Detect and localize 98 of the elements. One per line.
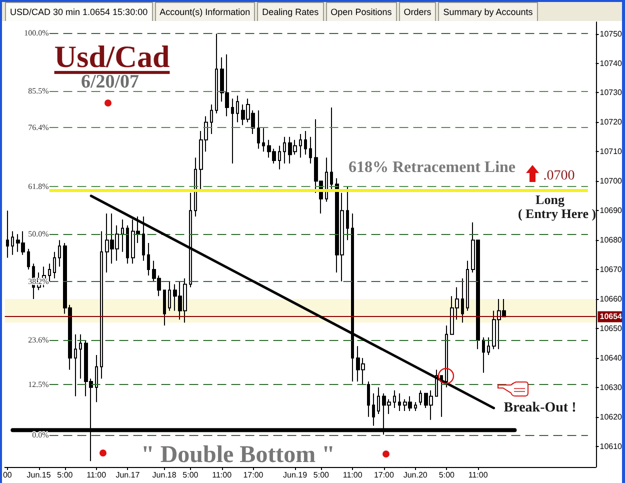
x-tick-label: 11:00 xyxy=(342,470,363,480)
x-tick-label: 5:00 xyxy=(182,470,199,480)
y2-tick-label: 23.6% xyxy=(28,335,50,344)
y-tick-label: 10650 xyxy=(600,324,623,333)
text: Account(s) Information xyxy=(154,2,256,21)
chart-title: USD/CAD 30 min 1.0654 15:30:00 xyxy=(5,2,153,21)
candlestick xyxy=(100,230,103,380)
candlestick xyxy=(398,392,401,412)
candlestick xyxy=(482,336,485,374)
x-tick-label: 5:00 xyxy=(313,470,330,480)
x-tick-label: 00 xyxy=(2,470,12,480)
candlestick xyxy=(309,136,312,164)
candlestick xyxy=(163,290,166,326)
x-tick-label: Jun.18 xyxy=(152,470,177,480)
x-tick-label: 17:00 xyxy=(243,470,264,480)
candlestick xyxy=(278,145,281,170)
x-tick-label: 11:00 xyxy=(468,470,488,480)
y2-tick-label: 61.8% xyxy=(28,182,50,191)
y2-tick-label: 0.0% xyxy=(32,430,50,440)
candlestick xyxy=(58,240,61,268)
y-tick-label: 10610 xyxy=(600,442,623,451)
x-tick-label: 17:00 xyxy=(374,470,395,480)
candlestick xyxy=(236,95,239,123)
annotation: 6/20/07 xyxy=(80,72,140,94)
text: Summary by Accounts xyxy=(438,2,538,21)
y-tick-label: 10720 xyxy=(600,118,623,127)
y-tick-label: 10740 xyxy=(600,58,623,68)
candlestick xyxy=(372,392,375,426)
y-tick-label: 10640 xyxy=(600,353,623,362)
annotation: 618% Retracement Line xyxy=(348,159,516,177)
candlestick xyxy=(142,216,145,262)
candlestick xyxy=(330,106,333,190)
candlestick xyxy=(257,110,260,150)
candlestick xyxy=(95,354,98,403)
candlestick xyxy=(325,157,328,202)
y-tick-label: 10670 xyxy=(600,265,623,274)
candlestick xyxy=(351,213,354,382)
y2-tick-label: 50.0% xyxy=(28,229,50,238)
candlestick xyxy=(168,280,171,312)
candlestick xyxy=(215,33,218,114)
y-tick-label: 10630 xyxy=(600,382,623,392)
candlestick xyxy=(27,248,30,270)
candlestick xyxy=(53,251,56,279)
candlestick xyxy=(210,104,213,134)
candlestick xyxy=(466,260,469,312)
candlestick xyxy=(48,263,51,282)
candlestick xyxy=(147,242,150,276)
x-tick-label: Jun.15 xyxy=(26,470,52,480)
text: Open Positions xyxy=(326,2,397,21)
x-tick-label: Jun.20 xyxy=(403,470,428,480)
candlestick xyxy=(445,325,448,388)
y-tick-label: 10700 xyxy=(600,176,623,186)
annotation: ( Entry Here ) xyxy=(518,206,596,222)
candlestick xyxy=(346,186,349,241)
x-tick-label: Jun.19 xyxy=(283,470,308,480)
candlestick xyxy=(11,230,14,256)
candlestick xyxy=(377,386,380,414)
candlestick xyxy=(461,278,464,324)
candlestick xyxy=(121,218,124,252)
candlestick xyxy=(367,381,370,418)
candlestick xyxy=(194,157,197,218)
candlestick xyxy=(126,224,129,264)
candlestick xyxy=(487,336,490,356)
ref-line-label: 10654 xyxy=(600,312,623,322)
candlestick xyxy=(283,136,286,164)
candlestick xyxy=(299,133,302,158)
x-tick-label: 5:00 xyxy=(57,470,74,480)
candlestick xyxy=(6,210,9,258)
candlestick xyxy=(231,98,234,164)
candlestick xyxy=(304,130,307,156)
y2-tick-label: 85.5% xyxy=(28,86,50,96)
y2-tick-label: 12.5% xyxy=(28,380,50,390)
candlestick xyxy=(393,390,396,409)
text: Orders xyxy=(398,2,436,21)
candlestick xyxy=(414,402,417,412)
annotation: Long xyxy=(536,192,564,208)
annotation: " Double Bottom " xyxy=(141,442,335,468)
y-tick-label: 10680 xyxy=(600,236,623,245)
y-tick-label: 10750 xyxy=(600,29,623,38)
y-tick-label: 10660 xyxy=(600,294,623,304)
candlestick xyxy=(419,390,422,406)
y2-tick-label: 76.4% xyxy=(28,123,50,132)
candlestick xyxy=(79,334,82,380)
annotation: .0700 xyxy=(543,168,575,184)
x-tick-label: Jun.17 xyxy=(116,470,140,480)
y2-tick-label: 100.0% xyxy=(24,28,50,38)
annotation: Usd/Cad xyxy=(54,38,170,74)
y-tick-label: 10710 xyxy=(600,147,623,156)
candlestick xyxy=(74,334,77,397)
y-tick-label: 10730 xyxy=(600,88,623,98)
candlestick xyxy=(262,128,265,152)
y-tick-label: 10690 xyxy=(600,206,623,216)
annotation: Break-Out ! xyxy=(504,400,576,416)
y-tick-label: 10620 xyxy=(600,412,623,422)
text: Dealing Rates xyxy=(257,2,324,21)
x-tick-label: 11:00 xyxy=(212,470,232,480)
x-tick-label: 11:00 xyxy=(86,470,107,480)
x-tick-label: 5:00 xyxy=(438,470,456,480)
